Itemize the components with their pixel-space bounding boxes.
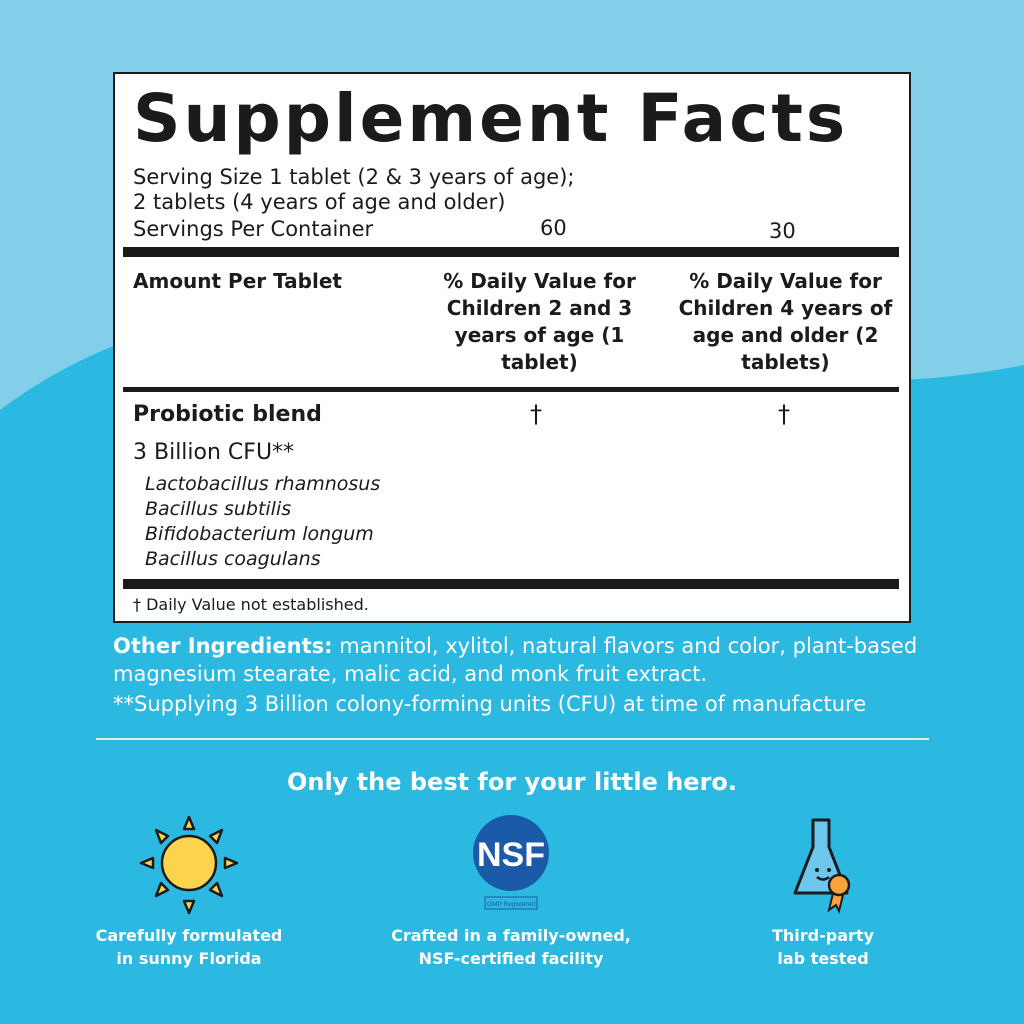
- supplement-facts-panel: Supplement Facts Serving Size 1 tablet (…: [113, 72, 911, 623]
- nsf-logo: NSF GMP Registered: [473, 815, 549, 910]
- gmp-badge: GMP Registered: [487, 901, 535, 908]
- dv-col2: †: [778, 400, 790, 428]
- strain: Bacillus coagulans: [145, 548, 321, 570]
- dv-col1: †: [530, 400, 542, 428]
- header-dv-children-2-3: % Daily Value for Children 2 and 3 years…: [443, 269, 636, 374]
- facts-title: Supplement Facts: [133, 80, 849, 157]
- feature-lab-tested: Third-party lab tested: [693, 815, 953, 968]
- divider: [123, 387, 899, 392]
- cfu-note: **Supplying 3 Billion colony-forming uni…: [113, 692, 867, 716]
- feature-caption: Carefully formulated in sunny Florida: [95, 926, 283, 968]
- thick-divider: [123, 579, 899, 589]
- footnote: † Daily Value not established.: [133, 595, 369, 614]
- tagline: Only the best for your little hero.: [286, 768, 738, 796]
- strain-list: Lactobacillus rhamnosus Bacillus subtili…: [145, 472, 380, 572]
- header-amount: Amount Per Tablet: [133, 269, 342, 293]
- servings-per-container-label: Servings Per Container: [133, 217, 374, 241]
- nsf-logo-text: NSF: [477, 836, 545, 874]
- servings-col2: 30: [769, 219, 796, 243]
- serving-size-line2: 2 tablets (4 years of age and older): [133, 190, 506, 214]
- strain: Bacillus subtilis: [145, 498, 292, 520]
- strain: Bifidobacterium longum: [145, 523, 374, 545]
- servings-col1: 60: [540, 216, 567, 240]
- divider-line: [96, 738, 929, 740]
- ingredient-amount: 3 Billion CFU**: [133, 440, 295, 465]
- sun-icon: [139, 815, 239, 915]
- header-dv-children-4plus: % Daily Value for Children 4 years of ag…: [678, 269, 893, 374]
- other-ingredients-text: mannitol, xylitol, natural flavors and c…: [113, 634, 918, 686]
- thick-divider: [123, 247, 899, 257]
- strain: Lactobacillus rhamnosus: [145, 473, 381, 495]
- other-ingredients: Other Ingredients: mannitol, xylitol, na…: [113, 632, 933, 688]
- other-ingredients-label: Other Ingredients:: [113, 634, 333, 658]
- feature-caption: Third-party lab tested: [772, 926, 874, 968]
- serving-size-line1: Serving Size 1 tablet (2 & 3 years of ag…: [133, 165, 575, 189]
- feature-florida: Carefully formulated in sunny Florida: [59, 815, 319, 968]
- flask-icon: [793, 818, 851, 914]
- feature-nsf: NSF GMP Registered Crafted in a family-o…: [381, 815, 641, 968]
- feature-caption: Crafted in a family-owned, NSF-certified…: [391, 926, 631, 968]
- ingredient-name: Probiotic blend: [133, 402, 322, 427]
